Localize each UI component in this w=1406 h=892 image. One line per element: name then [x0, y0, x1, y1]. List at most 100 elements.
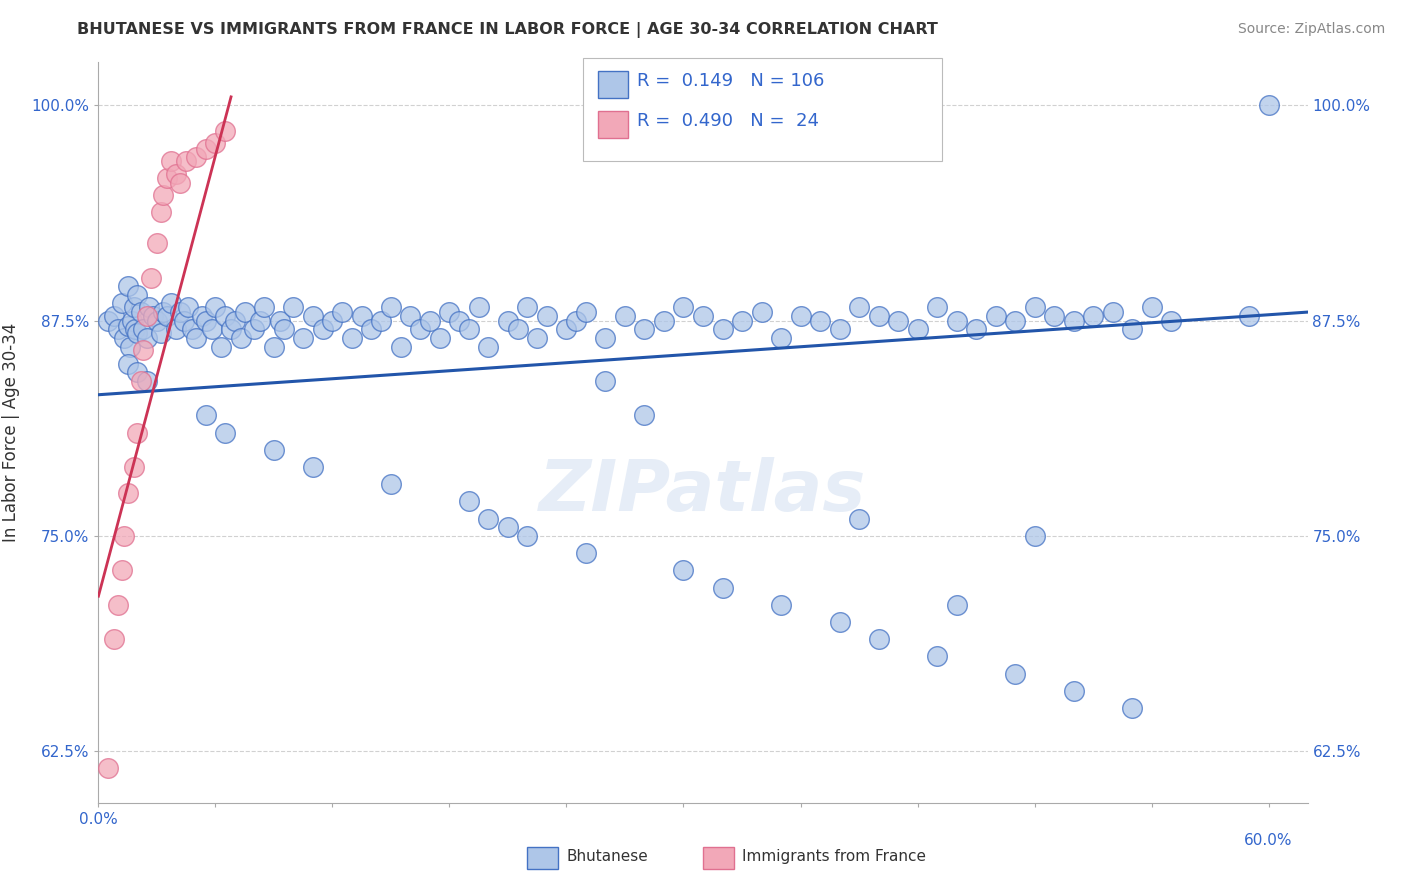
Point	[751, 305, 773, 319]
Point	[184, 150, 207, 164]
Point	[131, 374, 153, 388]
Point	[159, 153, 181, 168]
Point	[136, 309, 159, 323]
Point	[887, 314, 910, 328]
Point	[828, 322, 851, 336]
Point	[146, 314, 169, 328]
Point	[1063, 314, 1085, 328]
Point	[907, 322, 929, 336]
Point	[214, 425, 236, 440]
Point	[769, 598, 792, 612]
Point	[1160, 314, 1182, 328]
Point	[458, 494, 481, 508]
Point	[243, 322, 266, 336]
Point	[1063, 684, 1085, 698]
Point	[848, 512, 870, 526]
Point	[496, 314, 519, 328]
Point	[138, 300, 160, 314]
Point	[321, 314, 343, 328]
Point	[229, 331, 252, 345]
Point	[595, 331, 617, 345]
Point	[516, 300, 538, 314]
Point	[302, 309, 325, 323]
Point	[103, 632, 125, 647]
Point	[127, 326, 149, 340]
Point	[146, 236, 169, 251]
Point	[97, 761, 120, 775]
Point	[159, 296, 181, 310]
Point	[1081, 309, 1104, 323]
Point	[380, 477, 402, 491]
Point	[214, 309, 236, 323]
Point	[711, 322, 734, 336]
Point	[112, 529, 135, 543]
Point	[340, 331, 363, 345]
Point	[219, 322, 242, 336]
Text: BHUTANESE VS IMMIGRANTS FROM FRANCE IN LABOR FORCE | AGE 30-34 CORRELATION CHART: BHUTANESE VS IMMIGRANTS FROM FRANCE IN L…	[77, 22, 938, 38]
Point	[117, 357, 139, 371]
Point	[965, 322, 987, 336]
Point	[555, 322, 578, 336]
Point	[1237, 309, 1260, 323]
Point	[360, 322, 382, 336]
Point	[103, 309, 125, 323]
Point	[595, 374, 617, 388]
Point	[330, 305, 353, 319]
Point	[399, 309, 422, 323]
Point	[214, 124, 236, 138]
Point	[283, 300, 305, 314]
Point	[477, 512, 499, 526]
Point	[107, 322, 129, 336]
Text: R =  0.490   N =  24: R = 0.490 N = 24	[637, 112, 818, 130]
Point	[1004, 666, 1026, 681]
Point	[136, 331, 159, 345]
Point	[107, 598, 129, 612]
Point	[136, 374, 159, 388]
Point	[249, 314, 271, 328]
Point	[194, 314, 217, 328]
Point	[117, 279, 139, 293]
Point	[614, 309, 637, 323]
Point	[652, 314, 675, 328]
Point	[1101, 305, 1123, 319]
Point	[169, 305, 191, 319]
Point	[536, 309, 558, 323]
Point	[194, 409, 217, 423]
Point	[439, 305, 461, 319]
Point	[156, 309, 179, 323]
Point	[526, 331, 548, 345]
Text: R =  0.149   N = 106: R = 0.149 N = 106	[637, 72, 824, 90]
Point	[204, 300, 226, 314]
Point	[184, 331, 207, 345]
Text: ZIPatlas: ZIPatlas	[540, 458, 866, 526]
Point	[1043, 309, 1066, 323]
Point	[429, 331, 451, 345]
Point	[177, 300, 200, 314]
Point	[575, 546, 598, 560]
Point	[181, 322, 204, 336]
Point	[117, 318, 139, 333]
Point	[174, 153, 197, 168]
Point	[1121, 701, 1143, 715]
Point	[731, 314, 754, 328]
Point	[200, 322, 222, 336]
Point	[194, 142, 217, 156]
Point	[419, 314, 441, 328]
Point	[575, 305, 598, 319]
Point	[233, 305, 256, 319]
Point	[132, 322, 155, 336]
Point	[142, 309, 165, 323]
Point	[127, 288, 149, 302]
Point	[496, 520, 519, 534]
Point	[389, 339, 412, 353]
Point	[868, 632, 890, 647]
Point	[132, 343, 155, 357]
Point	[789, 309, 811, 323]
Point	[409, 322, 432, 336]
Point	[711, 581, 734, 595]
Point	[1257, 98, 1279, 112]
Point	[111, 296, 134, 310]
Point	[253, 300, 276, 314]
Point	[204, 136, 226, 151]
Point	[117, 486, 139, 500]
